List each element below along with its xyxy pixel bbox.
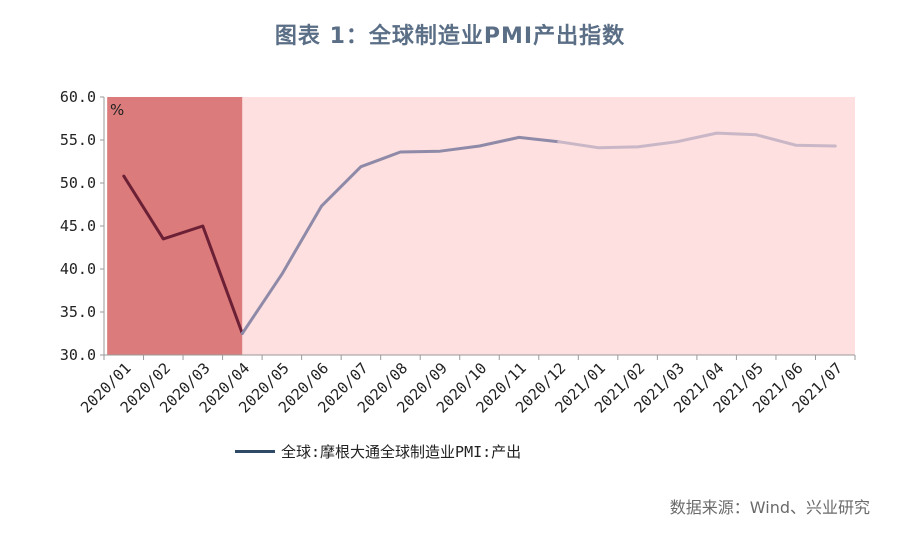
series-segment-2 [240,135,561,335]
pmi-series-line [122,131,837,335]
y-tick-label: 30.0 [60,346,96,364]
legend: 全球:摩根大通全球制造业PMI:产出 [235,441,521,462]
y-tick-label: 40.0 [60,260,96,278]
legend-label: 全球:摩根大通全球制造业PMI:产出 [281,443,522,461]
y-tick-label: 60.0 [60,88,96,106]
y-tick-labels: 30.0 35.0 40.0 45.0 50.0 55.0 60.0 [60,88,96,364]
source-note: 数据来源：Wind、兴业研究 [669,498,870,517]
y-tick-label: 45.0 [60,217,96,235]
shaded-regions [107,97,855,355]
chart-title: 图表 1：全球制造业PMI产出指数 [274,24,626,49]
y-unit-label: % [110,101,124,119]
series-segment-1 [122,174,244,335]
series-segment-3 [557,131,837,150]
x-tick-labels: 2020/012020/022020/032020/042020/052020/… [77,359,846,416]
axes [100,96,856,360]
shaded-region-1 [107,97,243,355]
y-tick-label: 35.0 [60,303,96,321]
y-tick-label: 55.0 [60,131,96,149]
y-tick-label: 50.0 [60,174,96,192]
legend-swatch [235,450,275,453]
